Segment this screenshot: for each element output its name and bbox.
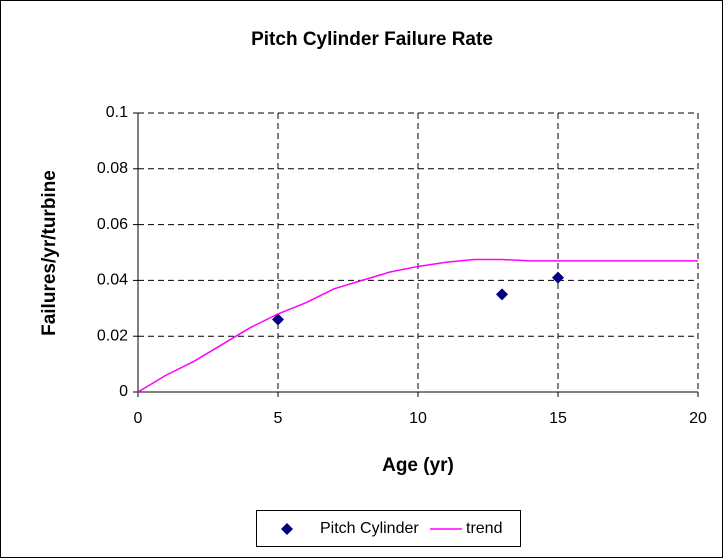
x-tick-label: 5 xyxy=(274,410,283,427)
data-point xyxy=(272,313,284,326)
y-tick-label: 0.02 xyxy=(97,327,128,344)
x-tick-label: 20 xyxy=(689,410,707,427)
legend-label: trend xyxy=(466,520,502,537)
y-tick-label: 0.1 xyxy=(106,104,128,121)
legend-label: Pitch Cylinder xyxy=(320,520,419,537)
trend-line xyxy=(137,258,698,393)
y-tick-label: 0.04 xyxy=(97,272,128,289)
x-axis-title: Age (yr) xyxy=(382,455,454,476)
x-tick-label: 15 xyxy=(549,410,567,427)
y-tick-label: 0.06 xyxy=(97,216,128,233)
y-axis-title: Failures/yr/turbine xyxy=(39,170,60,336)
legend-box xyxy=(256,510,521,547)
y-tick-label: 0 xyxy=(119,383,128,400)
data-point xyxy=(552,271,564,284)
legend-swatch xyxy=(281,523,293,535)
x-tick-label: 10 xyxy=(409,410,427,427)
y-tick-label: 0.08 xyxy=(97,160,128,177)
x-tick-label: 0 xyxy=(134,410,143,427)
chart-title: Pitch Cylinder Failure Rate xyxy=(251,29,493,50)
data-point xyxy=(496,288,508,301)
